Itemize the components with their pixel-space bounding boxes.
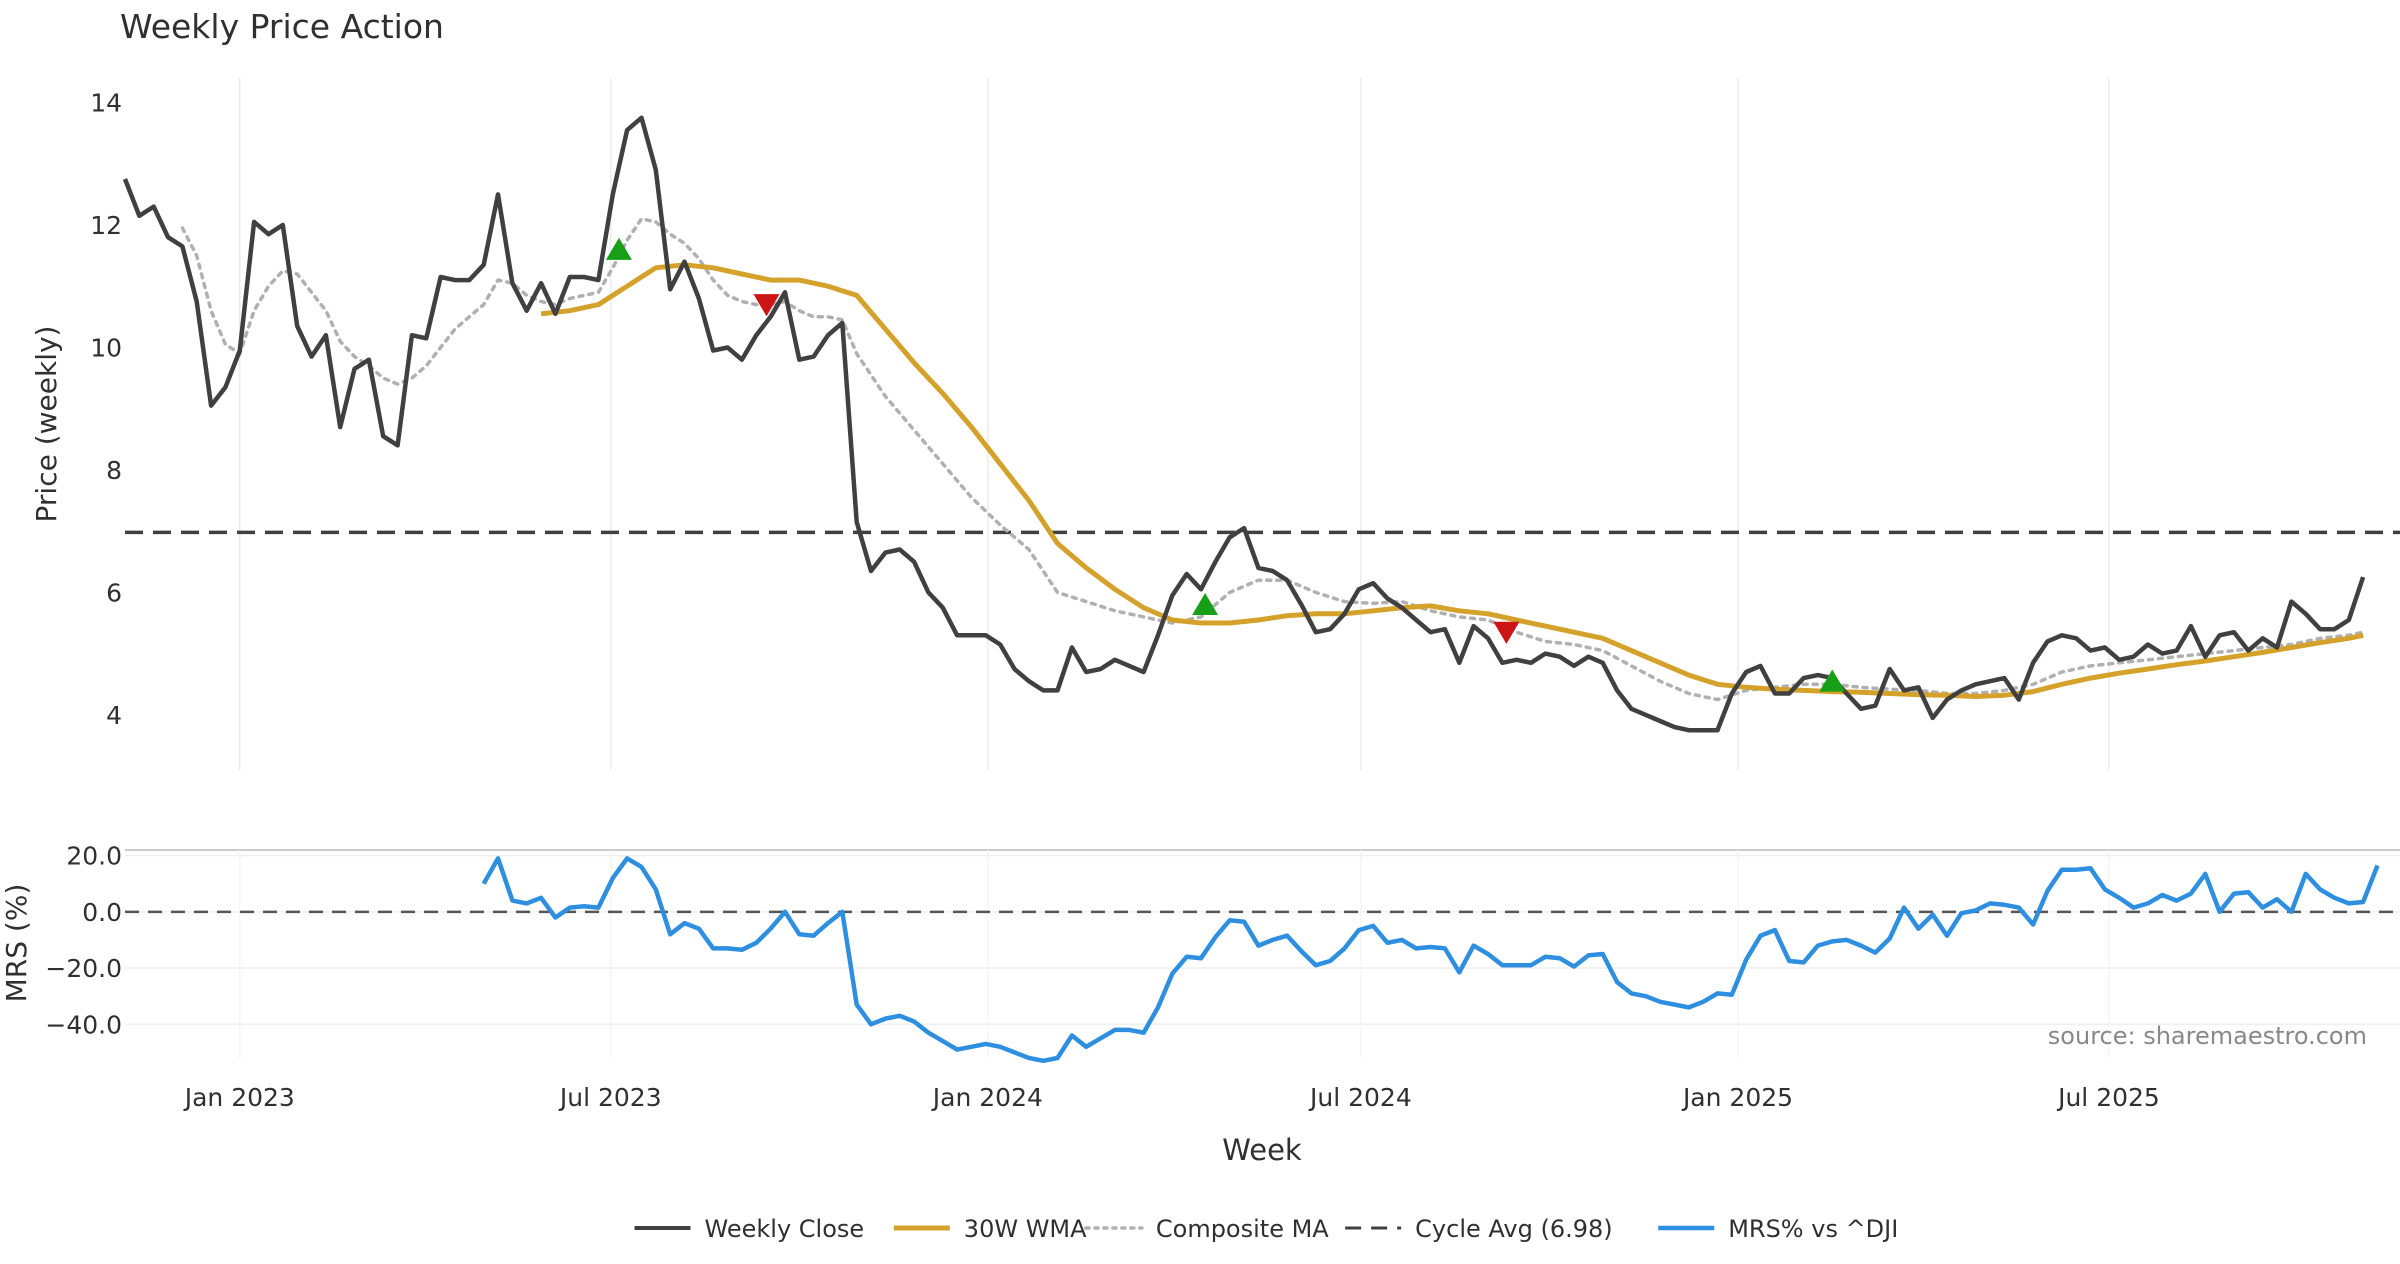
- x-tick-label: Jul 2023: [558, 1083, 662, 1112]
- legend-item: Weekly Close: [634, 1215, 865, 1243]
- x-tick-label: Jan 2025: [1681, 1083, 1793, 1112]
- sell-signal-marker: [753, 294, 780, 317]
- legend-item: MRS% vs ^DJI: [1658, 1215, 1898, 1243]
- x-tick-label: Jul 2025: [2056, 1083, 2160, 1112]
- x-axis: Jan 2023 Jul 2023 Jan 2024 Jul 2024 Jan 2025…: [183, 1083, 2160, 1112]
- legend: Weekly Close 30W WMA Composite MA Cycle Avg…: [634, 1215, 1898, 1243]
- composite-ma-line: [180, 216, 2365, 702]
- sell-signal-marker: [1493, 621, 1520, 644]
- legend-label: 30W WMA: [964, 1215, 1087, 1243]
- price-y-tick-label: 14: [90, 88, 122, 117]
- source-attribution: source: sharemaestro.com: [2048, 1022, 2367, 1050]
- price-y-tick-label: 12: [90, 211, 122, 240]
- mrs-y-tick-label: −40.0: [45, 1010, 122, 1039]
- wma-30w-line: [540, 262, 2364, 699]
- price-y-axis-label: Price (weekly): [30, 326, 63, 523]
- mrs-y-axis-label: MRS (%): [0, 884, 33, 1003]
- mrs-y-tick-label: 0.0: [82, 898, 122, 927]
- legend-item: Cycle Avg (6.98): [1345, 1215, 1613, 1243]
- legend-label: Composite MA: [1156, 1215, 1329, 1243]
- x-tick-label: Jan 2023: [183, 1083, 295, 1112]
- legend-item: Composite MA: [1084, 1215, 1329, 1243]
- buy-signal-marker: [1819, 669, 1846, 692]
- legend-label: Weekly Close: [705, 1215, 865, 1243]
- chart-title: Weekly Price Action: [120, 7, 444, 46]
- legend-label: MRS% vs ^DJI: [1728, 1215, 1898, 1243]
- price-y-tick-label: 4: [106, 701, 122, 730]
- buy-signal-marker: [605, 237, 632, 260]
- legend-item: 30W WMA: [893, 1215, 1087, 1243]
- mrs-line: [481, 856, 2380, 1064]
- price-y-tick-label: 10: [90, 333, 122, 362]
- price-y-tick-label: 8: [106, 456, 122, 485]
- mrs-panel: 20.0 0.0 −20.0 −40.0: [45, 842, 2400, 1064]
- buy-signal-marker: [1192, 592, 1219, 616]
- price-panel: 4 6 8 10 12 14: [90, 78, 2400, 770]
- price-y-tick-label: 6: [106, 578, 122, 607]
- legend-label: Cycle Avg (6.98): [1415, 1215, 1612, 1243]
- mrs-y-tick-label: 20.0: [66, 842, 122, 871]
- mrs-y-tick-label: −20.0: [45, 954, 122, 983]
- weekly-close-line: [122, 115, 2366, 733]
- x-tick-label: Jan 2024: [931, 1083, 1043, 1112]
- x-tick-label: Jul 2024: [1308, 1083, 1412, 1112]
- x-axis-label: Week: [1222, 1133, 1302, 1167]
